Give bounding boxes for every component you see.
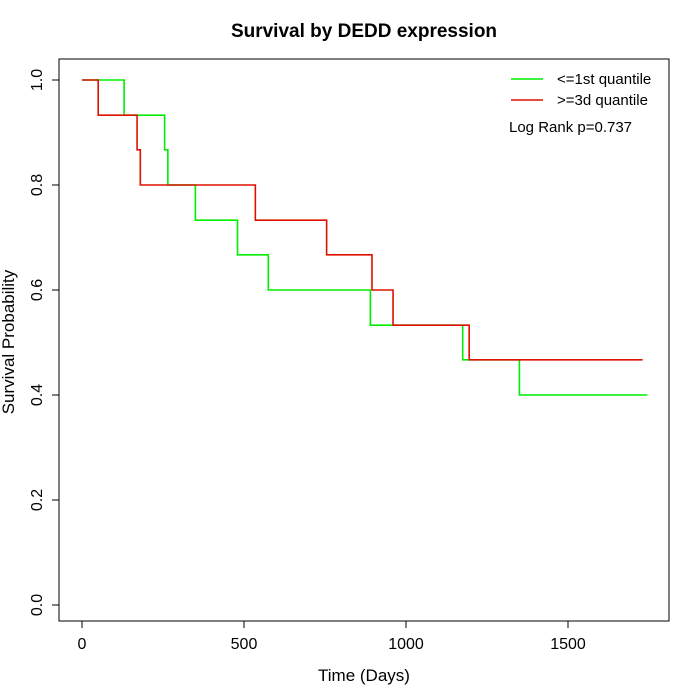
x-tick-label: 500	[231, 636, 258, 653]
log-rank-annotation: Log Rank p=0.737	[509, 119, 632, 136]
survival-curve-2	[82, 79, 643, 361]
x-axis: 0 500 1000 1500	[78, 620, 586, 653]
x-axis-label: Time (Days)	[318, 666, 410, 685]
series-layer	[82, 79, 648, 396]
x-tick-label: 1000	[388, 636, 424, 653]
y-axis-label: Survival Probability	[0, 269, 18, 414]
legend: <=1st quantile >=3d quantile	[511, 71, 651, 109]
y-tick-label: 0.0	[29, 594, 46, 616]
y-tick-label: 0.8	[29, 174, 46, 196]
survival-curve-1	[82, 79, 648, 396]
y-axis: 0.0 0.2 0.4 0.6 0.8 1.0	[29, 69, 60, 616]
x-tick-label: 1500	[550, 636, 586, 653]
legend-label: <=1st quantile	[557, 71, 651, 88]
y-tick-label: 1.0	[29, 69, 46, 91]
plot-area	[58, 58, 670, 622]
y-tick-label: 0.4	[29, 384, 46, 406]
chart-title: Survival by DEDD expression	[231, 21, 497, 42]
legend-label: >=3d quantile	[557, 92, 648, 109]
y-tick-label: 0.2	[29, 489, 46, 511]
y-tick-label: 0.6	[29, 279, 46, 301]
x-tick-label: 0	[78, 636, 87, 653]
